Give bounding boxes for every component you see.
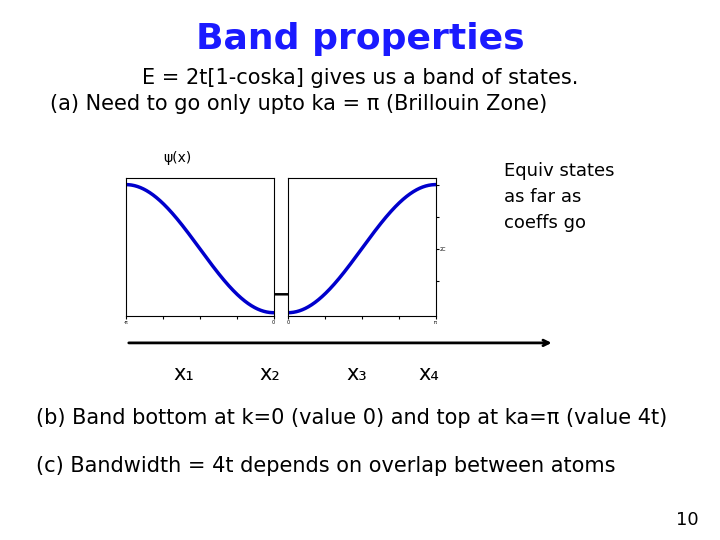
Text: (b) Band bottom at k=0 (value 0) and top at ka=π (value 4t): (b) Band bottom at k=0 (value 0) and top… [36,408,667,428]
Text: x₂: x₂ [260,364,280,384]
Text: 10: 10 [676,511,698,529]
Text: (a) Need to go only upto ka = π (Brillouin Zone): (a) Need to go only upto ka = π (Brillou… [50,94,548,114]
Text: x₁: x₁ [174,364,194,384]
Text: Equiv states
as far as
coeffs go: Equiv states as far as coeffs go [504,161,614,233]
Text: x₄: x₄ [418,364,438,384]
Text: Band properties: Band properties [196,22,524,56]
Text: (c) Bandwidth = 4t depends on overlap between atoms: (c) Bandwidth = 4t depends on overlap be… [36,456,616,476]
Text: E = 2t[1-coska] gives us a band of states.: E = 2t[1-coska] gives us a band of state… [142,68,578,87]
Text: ψ(x): ψ(x) [163,151,192,165]
Text: x₃: x₃ [346,364,366,384]
Text: 2π/a: 2π/a [133,273,183,292]
